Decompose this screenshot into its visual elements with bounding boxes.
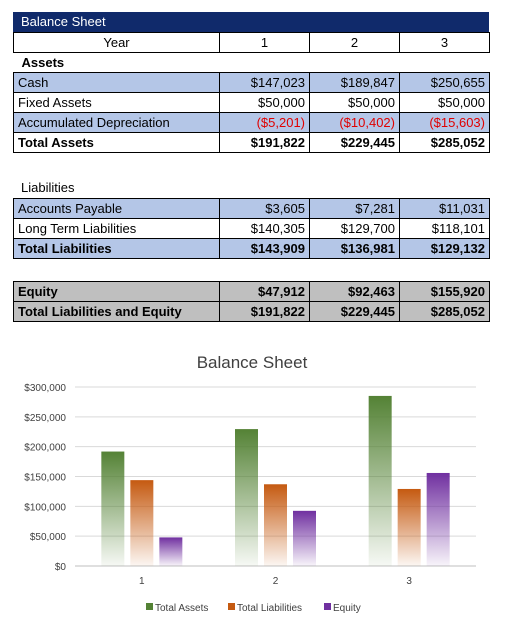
y-axis-ticks: $0 $50,000 $100,000 $150,000 $200,000 $250,00… [24, 383, 66, 573]
cell-value: $92,463 [309, 281, 400, 302]
cell-value: $229,445 [309, 301, 400, 322]
bar-total-assets [368, 395, 392, 566]
sheet-title: Balance Sheet [13, 12, 489, 32]
cell-value: $129,700 [309, 218, 400, 239]
cell-value-negative: ($10,402) [309, 112, 400, 133]
cell-value: $229,445 [309, 132, 400, 153]
cell-value: $47,912 [219, 281, 310, 302]
bar-total-liabilities [130, 480, 154, 566]
cell-value: $147,023 [219, 72, 310, 93]
assets-section-row: Assets [14, 53, 490, 73]
liabilities-table: Accounts Payable $3,605 $7,281 $11,031 L… [13, 198, 490, 259]
equity-table: Equity $47,912 $92,463 $155,920 Total Li… [13, 281, 490, 322]
legend-label: Total Assets [155, 603, 208, 614]
y-tick-label: $200,000 [24, 443, 66, 454]
row-label: Fixed Assets [13, 92, 220, 113]
chart-legend: Total Assets Total Liabilities Equity [146, 603, 361, 614]
row-label: Total Assets [13, 132, 220, 153]
bar-equity [159, 537, 183, 566]
bar-equity [426, 472, 450, 566]
equity-row: Equity $47,912 $92,463 $155,920 [13, 281, 490, 302]
table-row: Cash $147,023 $189,847 $250,655 [13, 72, 490, 93]
cell-value: $50,000 [309, 92, 400, 113]
year-header-2: 2 [309, 32, 400, 53]
cell-value: $50,000 [399, 92, 490, 113]
bar-total-liabilities [397, 488, 421, 566]
table-row: Accumulated Depreciation ($5,201) ($10,4… [13, 112, 490, 133]
x-tick-label: 3 [406, 576, 412, 587]
cell-value: $155,920 [399, 281, 490, 302]
year-header-row: Year 1 2 3 [13, 32, 490, 53]
cell-value: $285,052 [399, 132, 490, 153]
cell-value: $7,281 [309, 198, 400, 219]
row-label: Accumulated Depreciation [13, 112, 220, 133]
x-axis-ticks: 1 2 3 [139, 576, 412, 587]
bar-total-liabilities [264, 484, 287, 566]
legend-swatch [228, 603, 235, 610]
row-label: Total Liabilities [13, 238, 220, 259]
row-label: Long Term Liabilities [13, 218, 220, 239]
total-liabilities-equity-row: Total Liabilities and Equity $191,822 $2… [13, 301, 490, 322]
cell-value: $191,822 [219, 301, 310, 322]
total-liabilities-row: Total Liabilities $143,909 $136,981 $129… [13, 238, 490, 259]
row-label: Total Liabilities and Equity [13, 301, 220, 322]
assets-table: Year 1 2 3 Assets Cash $147,023 $189,847… [13, 32, 490, 153]
cell-value: $143,909 [219, 238, 310, 259]
cell-value: $285,052 [399, 301, 490, 322]
table-row: Long Term Liabilities $140,305 $129,700 … [13, 218, 490, 239]
y-tick-label: $100,000 [24, 502, 66, 513]
cell-value: $140,305 [219, 218, 310, 239]
y-tick-label: $300,000 [24, 383, 66, 394]
x-tick-label: 1 [139, 576, 145, 587]
y-tick-label: $250,000 [24, 413, 66, 424]
cell-value: $189,847 [309, 72, 400, 93]
year-header-label: Year [13, 32, 220, 53]
cell-value-negative: ($5,201) [219, 112, 310, 133]
assets-section-label: Assets [21, 55, 65, 70]
cell-value: $136,981 [309, 238, 400, 259]
bar-total-assets [235, 429, 258, 566]
total-assets-row: Total Assets $191,822 $229,445 $285,052 [13, 132, 490, 153]
row-label: Cash [13, 72, 220, 93]
cell-value-negative: ($15,603) [399, 112, 490, 133]
table-row: Accounts Payable $3,605 $7,281 $11,031 [13, 198, 490, 219]
cell-value: $129,132 [399, 238, 490, 259]
chart-bars [101, 395, 450, 566]
table-row: Fixed Assets $50,000 $50,000 $50,000 [13, 92, 490, 113]
cell-value: $118,101 [399, 218, 490, 239]
chart-title: Balance Sheet [197, 353, 308, 372]
y-tick-label: $150,000 [24, 473, 66, 484]
cell-value: $50,000 [219, 92, 310, 113]
cell-value: $250,655 [399, 72, 490, 93]
legend-swatch [324, 603, 331, 610]
legend-swatch [146, 603, 153, 610]
y-tick-label: $0 [55, 562, 67, 573]
row-label: Equity [13, 281, 220, 302]
cell-value: $11,031 [399, 198, 490, 219]
legend-label: Total Liabilities [237, 603, 302, 614]
cell-value: $191,822 [219, 132, 310, 153]
year-header-3: 3 [399, 32, 490, 53]
x-tick-label: 2 [273, 576, 279, 587]
year-header-1: 1 [219, 32, 310, 53]
legend-label: Equity [333, 603, 361, 614]
row-label: Accounts Payable [13, 198, 220, 219]
bar-equity [293, 510, 316, 566]
balance-sheet-chart: Balance Sheet $0$50,000$100,000$150,000$… [24, 353, 476, 614]
bar-total-assets [101, 451, 125, 566]
cell-value: $3,605 [219, 198, 310, 219]
liabilities-section-label: Liabilities [21, 180, 75, 195]
y-tick-label: $50,000 [30, 532, 67, 543]
